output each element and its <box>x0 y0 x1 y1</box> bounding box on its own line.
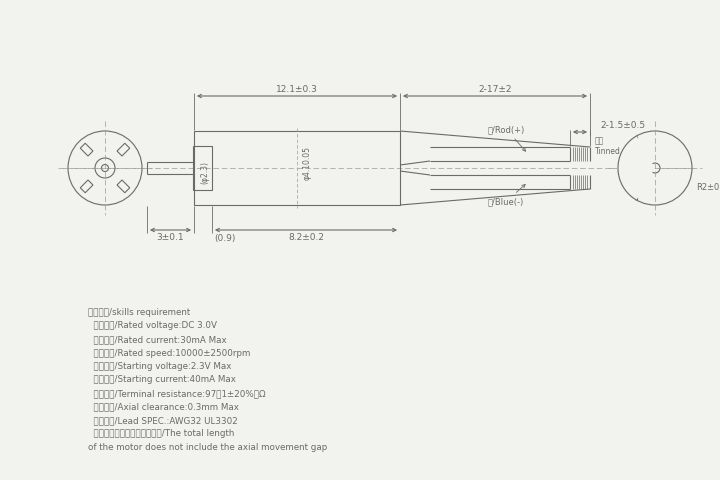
Polygon shape <box>80 143 93 156</box>
Bar <box>193 146 212 190</box>
Text: R2±0.1: R2±0.1 <box>696 183 720 192</box>
Text: 2-17±2: 2-17±2 <box>478 84 512 94</box>
Text: 启动电压/Starting voltage:2.3V Max: 启动电压/Starting voltage:2.3V Max <box>88 362 231 371</box>
Text: 3±0.1: 3±0.1 <box>157 233 184 242</box>
Text: (0.9): (0.9) <box>214 233 235 242</box>
Text: 蓝/Blue(-): 蓝/Blue(-) <box>488 184 525 206</box>
Polygon shape <box>117 143 130 156</box>
Text: 2-1.5±0.5: 2-1.5±0.5 <box>600 121 645 131</box>
Text: 额定电流/Rated current:30mA Max: 额定电流/Rated current:30mA Max <box>88 335 227 344</box>
Text: 镀锡
Tinned: 镀锡 Tinned <box>595 136 621 156</box>
Wedge shape <box>617 135 655 201</box>
Text: 轴向间隙/Axial clearance:0.3mm Max: 轴向间隙/Axial clearance:0.3mm Max <box>88 403 239 411</box>
Text: 电机总长不包括轴向窜动间隙/The total length: 电机总长不包括轴向窜动间隙/The total length <box>88 430 235 439</box>
Text: 端子阻抗/Terminal resistance:97（1±20%）Ω: 端子阻抗/Terminal resistance:97（1±20%）Ω <box>88 389 266 398</box>
Text: 额定电压/Rated voltage:DC 3.0V: 额定电压/Rated voltage:DC 3.0V <box>88 322 217 331</box>
Text: 红/Rod(+): 红/Rod(+) <box>488 125 526 151</box>
Text: (φ2.3): (φ2.3) <box>200 161 209 184</box>
Polygon shape <box>117 180 130 193</box>
Polygon shape <box>80 180 93 193</box>
Text: 额定转速/Rated speed:10000±2500rpm: 额定转速/Rated speed:10000±2500rpm <box>88 348 251 358</box>
Bar <box>194 131 400 205</box>
Text: 导线规格/Lead SPEC.:AWG32 UL3302: 导线规格/Lead SPEC.:AWG32 UL3302 <box>88 416 238 425</box>
Text: of the motor does not include the axial movement gap: of the motor does not include the axial … <box>88 443 328 452</box>
Text: φ4.10.05: φ4.10.05 <box>303 146 312 180</box>
Text: 技术要求/skills requirement: 技术要求/skills requirement <box>88 308 190 317</box>
Text: 12.1±0.3: 12.1±0.3 <box>276 84 318 94</box>
Text: 启动电流/Starting current:40mA Max: 启动电流/Starting current:40mA Max <box>88 375 236 384</box>
Text: 8.2±0.2: 8.2±0.2 <box>288 233 324 242</box>
